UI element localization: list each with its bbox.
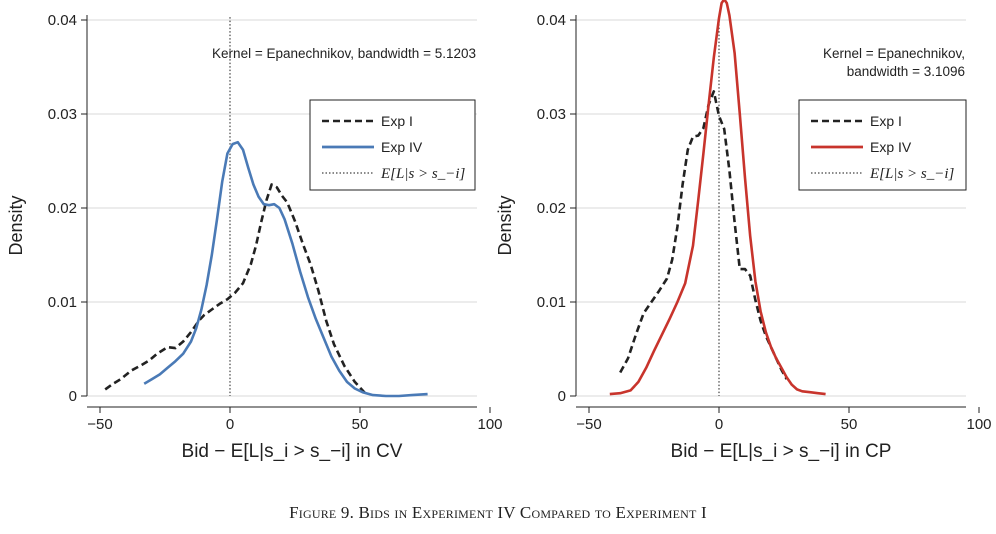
kernel-annotation: Kernel = Epanechnikov,	[823, 46, 965, 61]
series-line-exp-iv	[609, 0, 826, 396]
y-axis-label: Density	[495, 195, 515, 255]
x-tick-label: 100	[966, 416, 991, 433]
y-tick-label: 0.04	[48, 12, 77, 29]
y-tick-label: 0.01	[48, 294, 77, 311]
chart-panel-left: 0 0.01 0.02 0.03 0.04 −50 0 50 100 Density Bid − E…	[6, 12, 503, 462]
series-line-exp-i	[104, 183, 367, 395]
legend-box	[309, 99, 476, 191]
y-tick-label: 0.02	[537, 200, 566, 217]
y-tick-label: 0.03	[48, 106, 77, 123]
y-tick-label: 0	[69, 388, 77, 405]
legend-label: Exp IV	[381, 139, 423, 155]
x-tick-label: 0	[226, 416, 234, 433]
legend-label: E[L|s > s_−i]	[869, 166, 955, 182]
y-axis-label: Density	[6, 195, 26, 255]
figure-caption: Figure 9. Bids in Experiment IV Compared…	[289, 503, 707, 522]
kernel-annotation: Kernel = Epanechnikov, bandwidth = 5.120…	[212, 46, 476, 61]
chart-legend: Exp I Exp IV E[L|s > s_−i]	[309, 99, 476, 191]
x-tick-label: 50	[352, 416, 369, 433]
y-tick-label: 0	[558, 388, 566, 405]
kernel-annotation: bandwidth = 3.1096	[847, 64, 965, 79]
y-tick-label: 0.04	[537, 12, 566, 29]
x-tick-label: −50	[576, 416, 601, 433]
series-line-exp-iv	[143, 140, 428, 398]
chart-panel-right: 0 0.01 0.02 0.03 0.04 −50 0 50 100 Density Bid − E…	[495, 0, 992, 462]
legend-label: Exp IV	[870, 139, 912, 155]
legend-label: E[L|s > s_−i]	[380, 166, 466, 182]
x-tick-label: 50	[841, 416, 858, 433]
x-tick-label: 0	[715, 416, 723, 433]
series-line-exp-i	[619, 90, 788, 380]
y-tick-label: 0.02	[48, 200, 77, 217]
legend-label: Exp I	[870, 113, 902, 129]
x-tick-label: 100	[477, 416, 502, 433]
legend-label: Exp I	[381, 113, 413, 129]
x-axis-label: Bid − E[L|s_i > s_−i] in CP	[671, 441, 892, 462]
y-tick-label: 0.03	[537, 106, 566, 123]
y-tick-label: 0.01	[537, 294, 566, 311]
x-tick-label: −50	[87, 416, 112, 433]
legend-box	[798, 99, 967, 191]
chart-legend: Exp I Exp IV E[L|s > s_−i]	[798, 99, 967, 191]
x-axis-label: Bid − E[L|s_i > s_−i] in CV	[182, 441, 403, 462]
